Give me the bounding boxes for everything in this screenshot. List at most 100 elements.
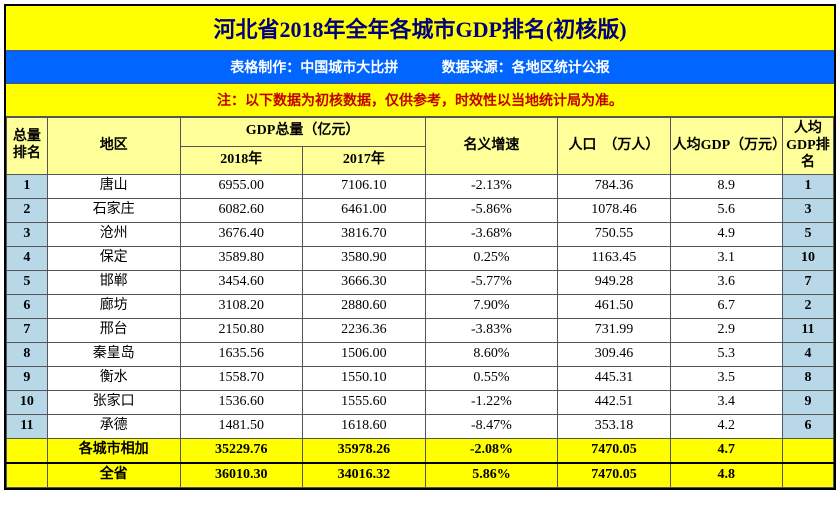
cell-gdp-2017: 1618.60: [303, 415, 426, 439]
cell-pop: 750.55: [558, 223, 670, 247]
cell-pcgdp: 8.9: [670, 175, 782, 199]
table-row: 6廊坊3108.202880.607.90%461.506.72: [7, 295, 834, 319]
cell-growth: -1.22%: [425, 391, 558, 415]
table-row: 1唐山6955.007106.10-2.13%784.368.91: [7, 175, 834, 199]
cell-region: 保定: [47, 247, 180, 271]
cell-growth: -3.83%: [425, 319, 558, 343]
cell-gdp-2017: 3666.30: [303, 271, 426, 295]
source-right: 数据来源：各地区统计公报: [442, 61, 610, 76]
cell-growth: 0.25%: [425, 247, 558, 271]
cell-pcgdp: 5.3: [670, 343, 782, 367]
cell-pcrank: 4: [782, 343, 833, 367]
cell-rank: 7: [7, 319, 48, 343]
col-gdp-total: GDP总量（亿元）: [180, 118, 425, 147]
cell-pcrank: 3: [782, 199, 833, 223]
cell-pcgdp: 4.8: [670, 463, 782, 487]
cell-gdp-2017: 3816.70: [303, 223, 426, 247]
cell-pop: 731.99: [558, 319, 670, 343]
cell-gdp-2018: 6955.00: [180, 175, 303, 199]
cell-pcgdp: 3.5: [670, 367, 782, 391]
cell-pcrank: 5: [782, 223, 833, 247]
cell-gdp-2018: 3589.80: [180, 247, 303, 271]
cell-region: 邢台: [47, 319, 180, 343]
cell-gdp-2017: 1555.60: [303, 391, 426, 415]
cell-pcgdp: 3.4: [670, 391, 782, 415]
cell-pcrank: 6: [782, 415, 833, 439]
cell-growth: -5.77%: [425, 271, 558, 295]
cell-pcgdp: 3.1: [670, 247, 782, 271]
cell-gdp-2018: 1558.70: [180, 367, 303, 391]
col-rank: 总量排名: [7, 118, 48, 175]
cell-region: 张家口: [47, 391, 180, 415]
cell-gdp-2018: 35229.76: [180, 439, 303, 463]
cell-pop: 949.28: [558, 271, 670, 295]
cell-growth: 7.90%: [425, 295, 558, 319]
table-row: 2石家庄6082.606461.00-5.86%1078.465.63: [7, 199, 834, 223]
cell-rank: [7, 439, 48, 463]
table-body: 1唐山6955.007106.10-2.13%784.368.912石家庄608…: [7, 175, 834, 488]
cell-pop: 309.46: [558, 343, 670, 367]
table-row: 9衡水1558.701550.100.55%445.313.58: [7, 367, 834, 391]
cell-gdp-2018: 2150.80: [180, 319, 303, 343]
cell-growth: -3.68%: [425, 223, 558, 247]
cell-region: 唐山: [47, 175, 180, 199]
table-row: 4保定3589.803580.900.25%1163.453.110: [7, 247, 834, 271]
col-gdp-2018: 2018年: [180, 146, 303, 175]
cell-pop: 1078.46: [558, 199, 670, 223]
col-gdp-2017: 2017年: [303, 146, 426, 175]
cell-pcgdp: 5.6: [670, 199, 782, 223]
sum-row: 各城市相加35229.7635978.26-2.08%7470.054.7: [7, 439, 834, 463]
cell-rank: 11: [7, 415, 48, 439]
cell-rank: 8: [7, 343, 48, 367]
cell-rank: 3: [7, 223, 48, 247]
cell-gdp-2017: 6461.00: [303, 199, 426, 223]
source-left: 表格制作：中国城市大比拼: [230, 61, 398, 76]
cell-rank: 5: [7, 271, 48, 295]
cell-pop: 353.18: [558, 415, 670, 439]
cell-pop: 784.36: [558, 175, 670, 199]
cell-pcrank: 9: [782, 391, 833, 415]
cell-label: 各城市相加: [47, 439, 180, 463]
col-pcrank: 人均GDP排名: [782, 118, 833, 175]
table-container: 河北省2018年全年各城市GDP排名(初核版) 表格制作：中国城市大比拼 数据来…: [4, 4, 836, 490]
cell-pcgdp: 6.7: [670, 295, 782, 319]
col-growth: 名义增速: [425, 118, 558, 175]
cell-region: 承德: [47, 415, 180, 439]
cell-pcrank: [782, 439, 833, 463]
cell-rank: 6: [7, 295, 48, 319]
cell-gdp-2017: 35978.26: [303, 439, 426, 463]
cell-pop: 7470.05: [558, 439, 670, 463]
cell-gdp-2018: 6082.60: [180, 199, 303, 223]
cell-pop: 442.51: [558, 391, 670, 415]
cell-gdp-2017: 1506.00: [303, 343, 426, 367]
cell-rank: 4: [7, 247, 48, 271]
cell-gdp-2017: 2236.36: [303, 319, 426, 343]
cell-gdp-2017: 3580.90: [303, 247, 426, 271]
cell-pcgdp: 4.9: [670, 223, 782, 247]
province-row: 全省36010.3034016.325.86%7470.054.8: [7, 463, 834, 487]
cell-growth: 8.60%: [425, 343, 558, 367]
cell-gdp-2017: 7106.10: [303, 175, 426, 199]
cell-region: 衡水: [47, 367, 180, 391]
cell-growth: -2.13%: [425, 175, 558, 199]
cell-growth: -2.08%: [425, 439, 558, 463]
col-region: 地区: [47, 118, 180, 175]
page-title: 河北省2018年全年各城市GDP排名(初核版): [6, 6, 834, 51]
cell-growth: 5.86%: [425, 463, 558, 487]
cell-gdp-2018: 1481.50: [180, 415, 303, 439]
col-pcgdp: 人均GDP（万元）: [670, 118, 782, 175]
table-row: 10张家口1536.601555.60-1.22%442.513.49: [7, 391, 834, 415]
cell-region: 秦皇岛: [47, 343, 180, 367]
cell-region: 邯郸: [47, 271, 180, 295]
cell-rank: 2: [7, 199, 48, 223]
cell-gdp-2017: 1550.10: [303, 367, 426, 391]
note-row: 注：以下数据为初核数据，仅供参考，时效性以当地统计局为准。: [6, 84, 834, 117]
cell-pcrank: 7: [782, 271, 833, 295]
cell-gdp-2018: 3454.60: [180, 271, 303, 295]
cell-rank: 9: [7, 367, 48, 391]
source-row: 表格制作：中国城市大比拼 数据来源：各地区统计公报: [6, 51, 834, 84]
cell-pcgdp: 4.7: [670, 439, 782, 463]
cell-pcgdp: 3.6: [670, 271, 782, 295]
gdp-table: 总量排名 地区 GDP总量（亿元） 名义增速 人口 （万人） 人均GDP（万元）…: [6, 117, 834, 488]
cell-pcrank: 1: [782, 175, 833, 199]
